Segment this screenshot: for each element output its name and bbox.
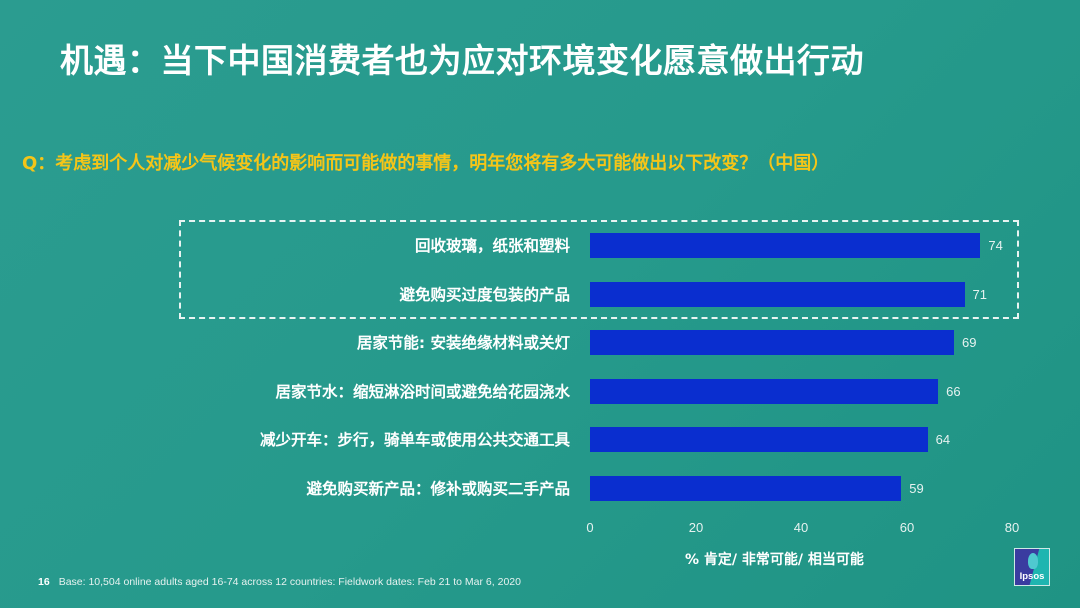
footer: 16 Base: 10,504 online adults aged 16-74 … bbox=[38, 576, 521, 588]
category-label: 居家节能: 安装绝缘材料或关灯 bbox=[356, 334, 570, 352]
x-tick-60: 60 bbox=[899, 520, 915, 535]
slide-title: 机遇：当下中国消费者也为应对环境变化愿意做出行动 bbox=[60, 41, 864, 80]
category-label: 居家节水：缩短淋浴时间或避免给花园浇水 bbox=[275, 383, 570, 401]
value-label: 59 bbox=[909, 481, 924, 496]
ipsos-logo: Ipsos bbox=[1014, 548, 1050, 586]
survey-question: Q：考虑到个人对减少气候变化的影响而可能做的事情，明年您将有多大可能做出以下改变… bbox=[22, 153, 830, 174]
bar bbox=[590, 476, 902, 501]
x-tick-40: 40 bbox=[793, 520, 809, 535]
bar bbox=[590, 427, 928, 452]
value-label: 69 bbox=[961, 335, 977, 350]
value-label: 74 bbox=[988, 238, 1003, 253]
x-axis-label: % 肯定/ 非常可能/ 相当可能 bbox=[685, 552, 864, 568]
x-tick-20: 20 bbox=[688, 520, 704, 535]
category-label: 避免购买过度包装的产品 bbox=[399, 286, 570, 304]
highlight-dashed-box bbox=[179, 220, 1019, 319]
value-label: 64 bbox=[935, 432, 951, 447]
value-label: 71 bbox=[972, 287, 987, 302]
bar-row: 避免购买新产品：修补或购买二手产品 59 bbox=[0, 476, 1080, 502]
category-label: 回收玻璃，纸张和塑料 bbox=[414, 237, 570, 255]
x-tick-0: 0 bbox=[586, 520, 594, 535]
value-label: 66 bbox=[946, 384, 961, 399]
bar bbox=[590, 379, 939, 404]
page-number: 16 bbox=[38, 576, 50, 588]
bar-row: 回收玻璃，纸张和塑料 74 bbox=[0, 233, 1080, 259]
bar-row: 居家节水：缩短淋浴时间或避免给花园浇水 66 bbox=[0, 379, 1080, 405]
bar-row: 居家节能: 安装绝缘材料或关灯 69 bbox=[0, 330, 1080, 356]
x-tick-80: 80 bbox=[1004, 520, 1020, 535]
category-label: 避免购买新产品：修补或购买二手产品 bbox=[306, 480, 570, 498]
category-label: 减少开车：步行，骑单车或使用公共交通工具 bbox=[259, 431, 570, 449]
bar-row: 避免购买过度包装的产品 71 bbox=[0, 282, 1080, 308]
logo-head-icon bbox=[1028, 553, 1038, 569]
bar bbox=[590, 233, 981, 258]
bar bbox=[590, 282, 965, 307]
logo-text: Ipsos bbox=[1019, 571, 1045, 582]
bar bbox=[590, 330, 954, 355]
base-note: Base: 10,504 online adults aged 16-74 ac… bbox=[58, 576, 521, 588]
bar-row: 减少开车：步行，骑单车或使用公共交通工具 64 bbox=[0, 427, 1080, 453]
